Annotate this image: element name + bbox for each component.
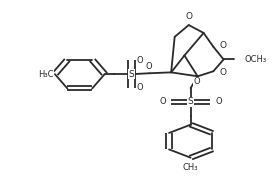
Text: O: O <box>186 12 193 21</box>
Text: O: O <box>159 97 166 106</box>
Text: O: O <box>136 84 143 92</box>
Text: S: S <box>188 97 193 106</box>
Text: O: O <box>194 77 201 86</box>
Text: CH₃: CH₃ <box>183 163 198 172</box>
Text: OCH₃: OCH₃ <box>245 55 267 64</box>
Text: O: O <box>219 41 226 50</box>
Text: S: S <box>129 70 135 79</box>
Text: O: O <box>215 97 222 106</box>
Text: O: O <box>219 68 226 77</box>
Text: H₃C: H₃C <box>38 70 53 79</box>
Text: O: O <box>146 62 153 71</box>
Text: O: O <box>136 56 143 65</box>
